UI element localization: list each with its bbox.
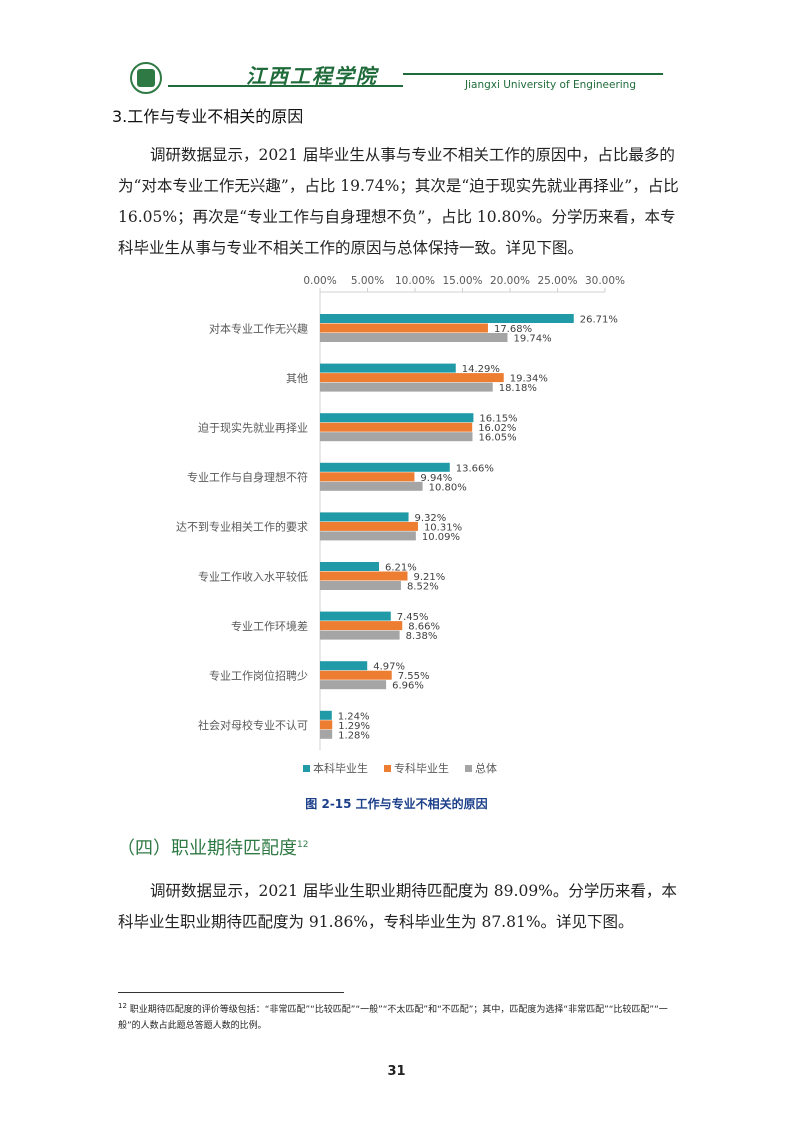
footnote-ref: 12 <box>297 840 309 850</box>
bar <box>320 710 332 720</box>
category-label: 其他 <box>286 372 308 385</box>
legend-label: 本科毕业生 <box>313 761 368 775</box>
data-label: 18.18% <box>499 383 537 394</box>
bar <box>320 481 423 491</box>
bar <box>320 661 368 671</box>
header-rule-left <box>168 85 403 87</box>
data-label: 1.29% <box>338 721 370 732</box>
bar <box>320 680 387 690</box>
footnote-number: 12 <box>118 1002 127 1010</box>
data-label: 19.34% <box>510 374 548 385</box>
figure-caption: 图 2-15 工作与专业不相关的原因 <box>305 797 488 811</box>
category-label: 达不到专业相关工作的要求 <box>176 520 308 534</box>
x-tick-label: 20.00% <box>490 275 530 287</box>
data-label: 6.21% <box>385 563 417 574</box>
bar <box>320 333 508 342</box>
category-label: 对本专业工作无兴趣 <box>209 321 308 335</box>
x-tick-label: 0.00% <box>303 275 336 287</box>
data-label: 16.05% <box>478 433 516 444</box>
bar <box>320 432 473 442</box>
subsection-title: （四）职业期待匹配度12 <box>117 834 308 860</box>
data-label: 16.02% <box>478 423 516 434</box>
data-label: 10.31% <box>424 522 462 533</box>
data-label: 8.52% <box>407 582 439 593</box>
data-label: 9.21% <box>413 572 445 583</box>
bar <box>320 323 488 333</box>
data-label: 26.71% <box>580 315 618 326</box>
x-tick-label: 30.00% <box>585 275 625 287</box>
legend-swatch <box>384 765 391 772</box>
x-tick-label: 10.00% <box>395 275 435 287</box>
data-label: 1.28% <box>338 730 370 741</box>
bar <box>320 363 456 373</box>
legend-swatch <box>465 765 472 772</box>
bar <box>320 621 403 631</box>
data-label: 4.97% <box>373 662 405 673</box>
category-label: 专业工作环境差 <box>231 619 308 633</box>
subsection-title-text: （四）职业期待匹配度 <box>117 838 297 859</box>
data-label: 10.09% <box>422 532 460 543</box>
bar <box>320 630 400 640</box>
category-label: 迫于现实先就业再择业 <box>198 420 308 434</box>
bar <box>320 314 574 323</box>
data-label: 10.80% <box>429 482 467 493</box>
school-name-cn: 江西工程学院 <box>246 64 378 88</box>
bar <box>320 422 473 432</box>
data-label: 13.66% <box>456 463 494 474</box>
bar <box>320 531 416 541</box>
data-label: 7.45% <box>397 612 429 623</box>
data-label: 8.38% <box>406 631 438 642</box>
legend-label: 总体 <box>475 761 497 775</box>
bar <box>320 373 504 383</box>
footnote-text: 职业期待匹配度的评价等级包括：“非常匹配”“比较匹配”“一般”“不太匹配”和“不… <box>118 1005 668 1031</box>
data-label: 19.74% <box>514 334 552 345</box>
bar <box>320 670 392 680</box>
category-label: 专业工作收入水平较低 <box>198 569 308 583</box>
footnote-rule <box>118 992 344 993</box>
header-rule-right <box>403 73 663 75</box>
x-tick-label: 25.00% <box>537 275 577 287</box>
intro-paragraph: 调研数据显示，2021 届毕业生从事与专业不相关工作的原因中，占比最多的为“对本… <box>118 146 679 257</box>
section-heading: 3.工作与专业不相关的原因 <box>112 107 304 126</box>
category-label: 专业工作岗位招聘少 <box>209 668 308 682</box>
data-label: 16.15% <box>479 414 517 425</box>
bar <box>320 581 401 590</box>
bar <box>320 729 333 739</box>
data-label: 17.68% <box>494 324 532 335</box>
school-name-en: Jiangxi University of Engineering <box>465 79 636 91</box>
footnote: 12 职业期待匹配度的评价等级包括：“非常匹配”“比较匹配”“一般”“不太匹配”… <box>118 998 683 1034</box>
data-label: 7.55% <box>398 671 430 682</box>
data-label: 14.29% <box>462 364 500 375</box>
match-paragraph: 调研数据显示，2021 届毕业生职业期待匹配度为 89.09%。分学历来看，本科… <box>118 882 677 931</box>
bar <box>320 611 391 621</box>
bar <box>320 462 450 472</box>
legend-label: 专科毕业生 <box>394 761 449 775</box>
data-label: 9.94% <box>420 473 452 484</box>
data-label: 9.32% <box>415 513 447 524</box>
school-logo <box>130 62 162 94</box>
bar <box>320 472 415 482</box>
bar <box>320 382 493 392</box>
bar <box>320 571 408 581</box>
bar <box>320 512 409 522</box>
category-label: 社会对母校专业不认可 <box>198 718 308 732</box>
data-label: 6.96% <box>392 681 424 692</box>
data-label: 8.66% <box>408 622 440 633</box>
page-number: 31 <box>387 1064 406 1079</box>
x-tick-label: 15.00% <box>442 275 482 287</box>
reasons-bar-chart: 0.00% 5.00% 10.00% 15.00% 20.00% 25.00% 30.00%… <box>176 275 625 775</box>
data-label: 1.24% <box>338 711 370 722</box>
category-label: 专业工作与自身理想不符 <box>187 470 308 484</box>
bar <box>320 521 418 531</box>
legend-swatch <box>303 765 310 772</box>
x-tick-label: 5.00% <box>351 275 384 287</box>
bar <box>320 413 474 423</box>
bar <box>320 562 379 571</box>
page-header: 江西工程学院 Jiangxi University of Engineering <box>0 0 793 100</box>
bar <box>320 720 333 730</box>
